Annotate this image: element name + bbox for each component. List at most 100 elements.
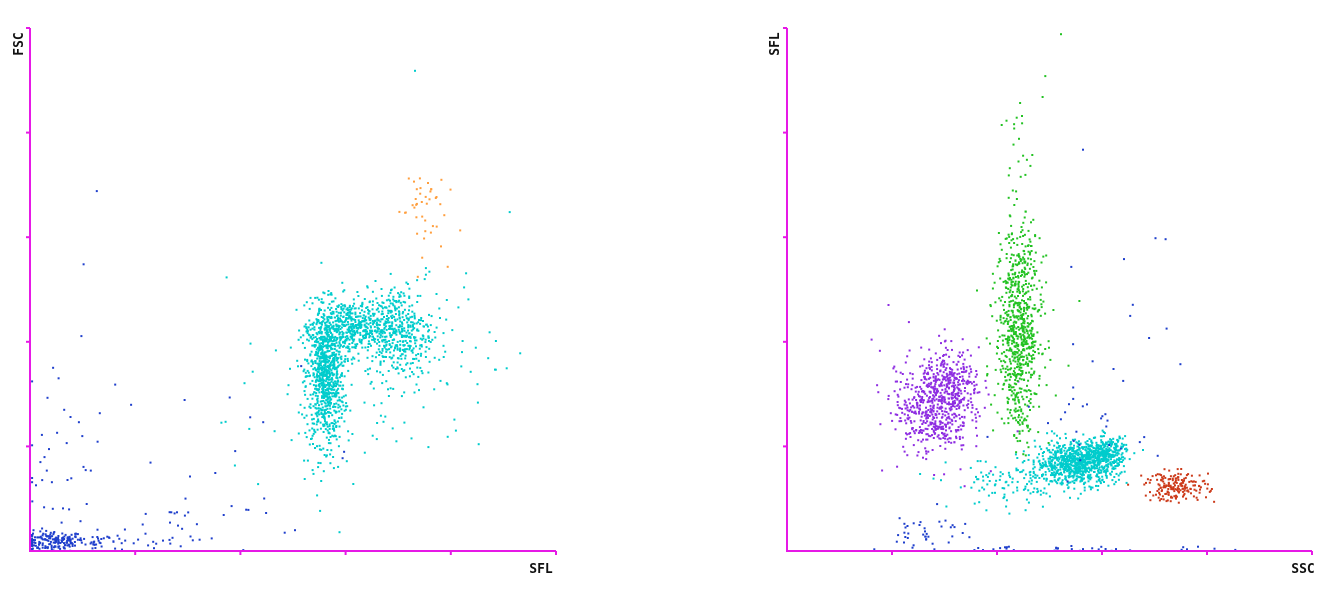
scatter-point xyxy=(494,368,497,371)
scatter-point xyxy=(1063,463,1066,466)
scatter-point xyxy=(1104,456,1106,459)
scatter-point xyxy=(900,420,903,423)
scatter-point xyxy=(969,393,972,396)
scatter-point xyxy=(1110,463,1113,466)
scatter-point xyxy=(364,334,367,337)
scatter-point xyxy=(344,408,347,411)
scatter-point xyxy=(1125,450,1128,453)
scatter-point xyxy=(1003,487,1006,490)
scatter-point xyxy=(940,416,943,419)
scatter-point xyxy=(377,348,380,351)
scatter-point xyxy=(962,382,965,385)
scatter-point xyxy=(39,530,42,533)
scatter-point xyxy=(340,358,343,361)
scatter-point xyxy=(405,348,408,351)
scatter-point xyxy=(328,395,331,398)
scatter-point xyxy=(879,423,882,426)
scatter-point xyxy=(1102,468,1105,471)
scatter-point xyxy=(1073,450,1075,453)
scatter-point xyxy=(297,432,300,435)
scatter-point xyxy=(341,396,344,399)
scatter-point xyxy=(326,423,328,426)
scatter-point xyxy=(1083,458,1086,461)
scatter-point xyxy=(397,357,400,360)
scatter-point xyxy=(348,343,351,345)
scatter-point xyxy=(392,354,395,357)
scatter-point xyxy=(953,416,956,419)
scatter-point xyxy=(399,363,402,366)
scatter-point xyxy=(1041,352,1044,355)
scatter-point xyxy=(419,337,422,340)
scatter-point xyxy=(339,337,342,339)
scatter-point xyxy=(352,483,355,485)
scatter-point xyxy=(1031,320,1034,323)
scatter-point xyxy=(353,332,356,334)
scatter-point xyxy=(416,279,419,282)
scatter-point xyxy=(329,442,332,445)
scatter-point xyxy=(36,546,39,549)
scatter-point xyxy=(44,533,47,536)
scatter-point xyxy=(1044,312,1047,315)
scatter-point xyxy=(1032,491,1035,493)
scatter-point xyxy=(1020,341,1023,344)
scatter-point xyxy=(1053,467,1056,470)
scatter-point xyxy=(913,406,916,409)
scatter-point xyxy=(1013,204,1016,206)
scatter-point xyxy=(318,342,321,345)
scatter-point xyxy=(918,426,921,429)
scatter-point xyxy=(952,400,954,403)
scatter-point xyxy=(904,361,907,364)
scatter-point xyxy=(322,374,325,377)
scatter-point xyxy=(1010,386,1013,389)
scatter-point xyxy=(392,387,395,390)
scatter-point xyxy=(958,388,960,391)
scatter-point xyxy=(1020,324,1023,327)
scatter-point xyxy=(189,535,192,538)
scatter-point xyxy=(1082,467,1085,470)
scatter-point xyxy=(1014,333,1017,335)
scatter-point xyxy=(337,318,340,321)
scatter-point xyxy=(1022,235,1025,237)
scatter-point xyxy=(1096,467,1099,470)
scatter-point xyxy=(1016,363,1019,366)
scatter-point xyxy=(320,403,323,406)
scatter-point xyxy=(905,422,908,425)
scatter-point xyxy=(312,443,314,445)
scatter-point xyxy=(306,332,309,335)
scatter-point xyxy=(944,447,947,450)
scatter-point xyxy=(375,321,378,324)
scatter-point xyxy=(1013,284,1016,287)
scatter-point xyxy=(46,539,49,542)
scatter-point xyxy=(339,405,342,408)
scatter-point xyxy=(360,321,363,324)
scatter-point xyxy=(901,373,904,375)
scatter-point xyxy=(909,372,912,375)
scatter-point xyxy=(1010,295,1013,298)
scatter-point xyxy=(1004,371,1007,374)
scatter-point xyxy=(1041,462,1044,464)
scatter-point xyxy=(1075,478,1077,481)
scatter-point xyxy=(1050,463,1053,465)
scatter-point xyxy=(412,347,415,350)
scatter-point xyxy=(1023,477,1026,480)
scatter-point xyxy=(932,406,935,409)
scatter-point xyxy=(986,373,989,375)
scatter-point xyxy=(1054,468,1057,471)
scatter-point xyxy=(929,421,932,424)
scatter-point xyxy=(1016,347,1019,350)
scatter-point xyxy=(1016,409,1019,412)
scatter-point xyxy=(400,334,403,337)
scatter-point xyxy=(1012,330,1015,333)
scatter-point xyxy=(906,417,909,420)
scatter-point xyxy=(66,537,69,540)
scatter-point xyxy=(1055,466,1058,469)
scatter-point xyxy=(413,314,416,317)
scatter-point xyxy=(519,352,522,355)
scatter-point xyxy=(1041,452,1044,455)
scatter-point xyxy=(974,375,977,378)
scatter-point xyxy=(962,444,965,447)
scatter-point xyxy=(1088,438,1091,440)
scatter-point xyxy=(961,379,963,382)
scatter-point xyxy=(1029,322,1032,325)
scatter-point xyxy=(326,395,328,398)
